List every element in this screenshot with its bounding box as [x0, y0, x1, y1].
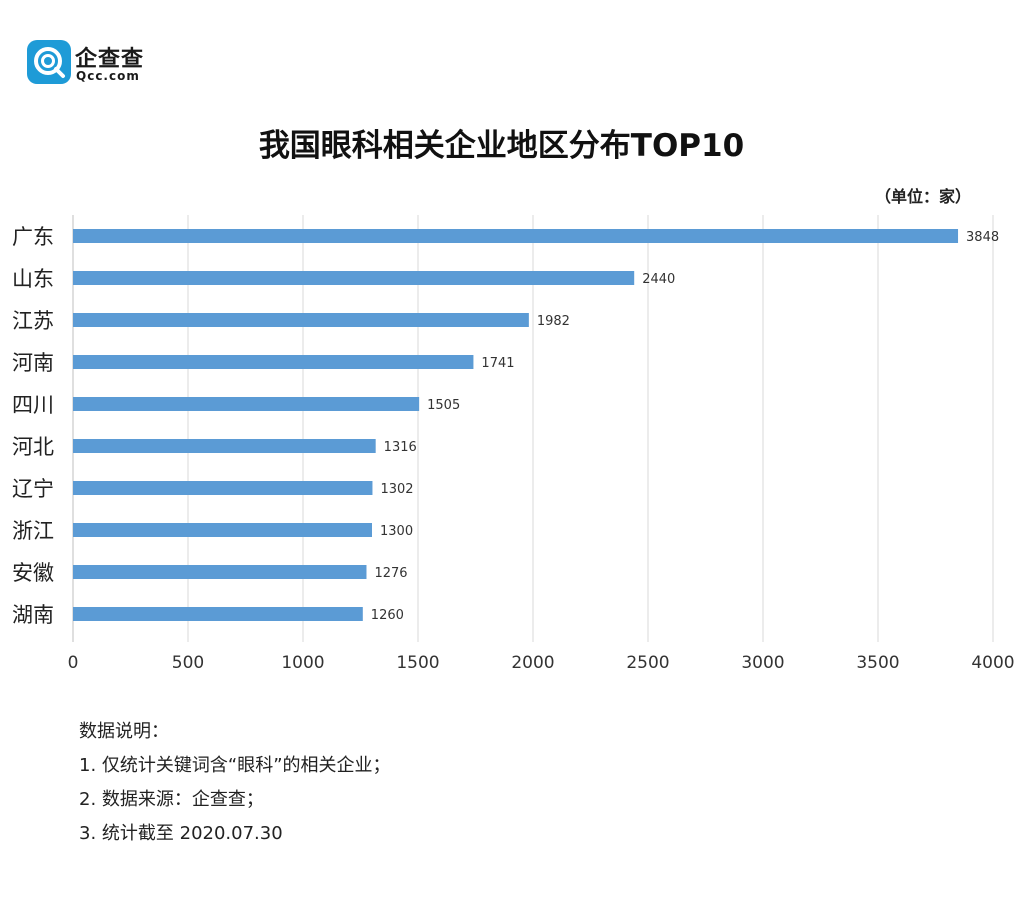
value-label: 1316 — [384, 440, 417, 455]
category-label: 安徽 — [12, 561, 54, 585]
value-label: 1300 — [380, 524, 413, 539]
x-tick-label: 2000 — [511, 653, 554, 673]
bar-8 — [73, 523, 372, 537]
x-tick-labels: 0 500 1000 1500 2000 2500 3000 3500 4000 — [68, 653, 1015, 673]
qcc-logo-icon — [27, 40, 71, 84]
notes-item-2: 2. 数据来源：企查查； — [79, 789, 264, 810]
category-label: 辽宁 — [12, 477, 54, 501]
category-label: 湖南 — [12, 603, 54, 627]
bar-4 — [73, 355, 474, 369]
value-label: 1741 — [481, 356, 514, 371]
category-label: 山东 — [12, 267, 54, 291]
value-label: 2440 — [642, 272, 675, 287]
category-label: 河南 — [12, 351, 54, 375]
bar-2 — [73, 271, 635, 285]
notes-item-3: 3. 统计截至 2020.07.30 — [79, 823, 283, 844]
bar-9 — [73, 565, 367, 579]
brand-logo: 企查查 Qcc.com — [27, 40, 167, 86]
x-tick-label: 3000 — [741, 653, 784, 673]
bar-5 — [73, 397, 420, 411]
logo-domain: Qcc.com — [76, 69, 140, 83]
value-label: 1276 — [374, 566, 407, 581]
x-tick-label: 0 — [68, 653, 79, 673]
x-tick-label: 1500 — [396, 653, 439, 673]
category-label: 四川 — [12, 393, 54, 417]
bar-3 — [73, 313, 529, 327]
bar-10 — [73, 607, 363, 621]
notes-item-1: 1. 仅统计关键词含“眼科”的相关企业； — [79, 755, 391, 776]
x-tick-label: 3500 — [856, 653, 899, 673]
category-label: 广东 — [12, 225, 54, 249]
bar-6 — [73, 439, 376, 453]
notes-heading: 数据说明： — [79, 721, 169, 742]
value-label: 1260 — [371, 608, 404, 623]
chart-title: 我国眼科相关企业地区分布TOP10 — [258, 128, 745, 164]
x-tick-label: 4000 — [971, 653, 1014, 673]
data-notes: 数据说明： 1. 仅统计关键词含“眼科”的相关企业； 2. 数据来源：企查查； … — [79, 715, 391, 851]
logo-name: 企查查 — [75, 47, 145, 72]
x-tick-label: 500 — [172, 653, 204, 673]
chart-bars — [73, 229, 959, 621]
bar-1 — [73, 229, 959, 243]
x-tick-label: 2500 — [626, 653, 669, 673]
category-label: 浙江 — [12, 519, 54, 543]
value-label: 3848 — [966, 230, 999, 245]
value-labels: 3848 2440 1982 1741 1505 1316 1302 1300 1276 1260 — [371, 230, 999, 623]
x-tick-label: 1000 — [281, 653, 324, 673]
value-label: 1505 — [427, 398, 460, 413]
bar-7 — [73, 481, 373, 495]
value-label: 1302 — [380, 482, 413, 497]
value-label: 1982 — [537, 314, 570, 329]
category-label: 江苏 — [12, 309, 54, 333]
category-label: 河北 — [12, 435, 54, 459]
unit-label: （单位：家） — [874, 187, 971, 206]
